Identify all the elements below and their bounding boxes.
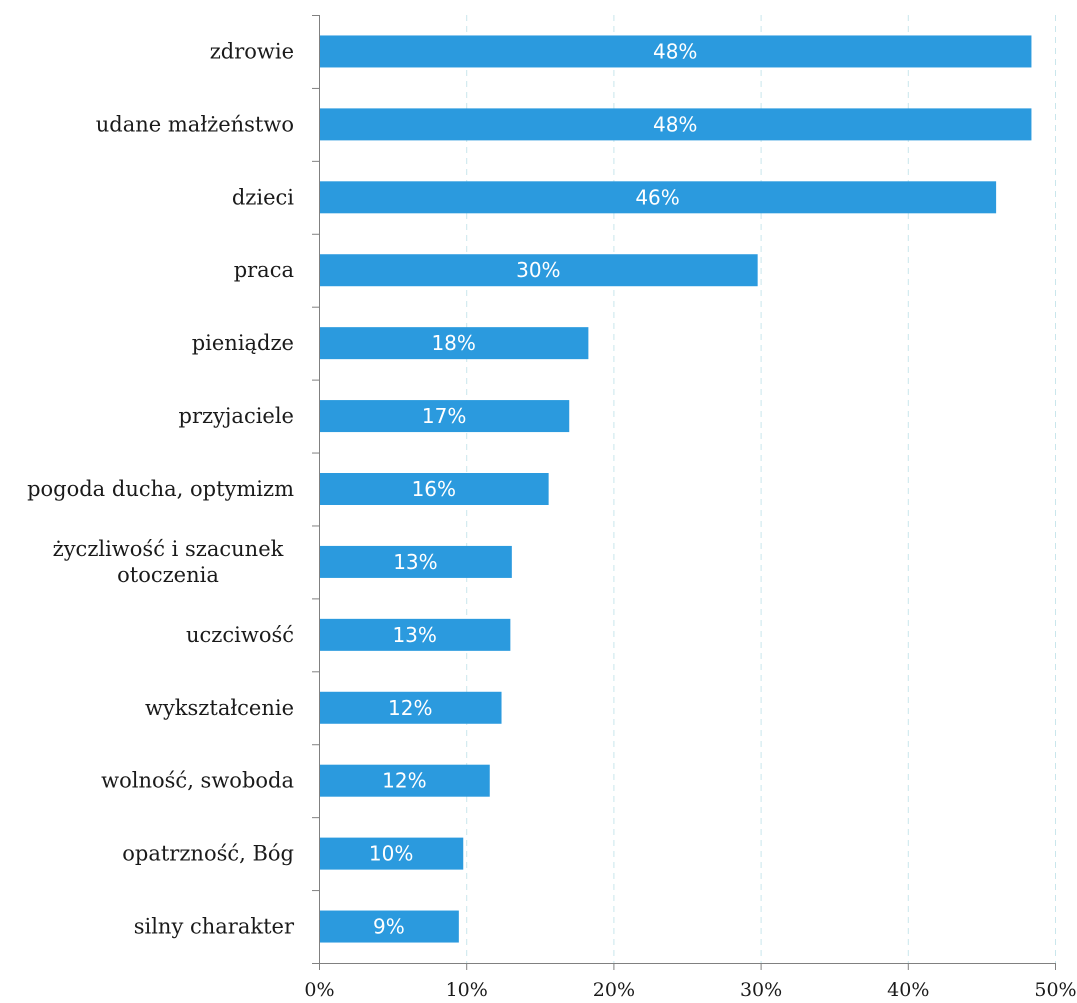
data-label: 16%	[412, 477, 456, 501]
data-label: 30%	[516, 258, 560, 282]
bar	[319, 910, 459, 943]
x-tick-label: 10%	[446, 979, 488, 1001]
category-labels: zdrowie udane małżeństwo dzieci praca pienią…	[27, 39, 295, 938]
data-label: 13%	[393, 550, 437, 574]
category-label: przyjaciele	[179, 404, 295, 428]
x-tick-label: 20%	[593, 979, 635, 1001]
data-label: 12%	[388, 696, 432, 720]
data-label: 10%	[369, 842, 413, 866]
x-tick-label: 0%	[304, 979, 334, 1001]
grid-lines	[466, 15, 1056, 963]
category-label: życzliwość i szacunek otoczenia	[53, 537, 284, 587]
bar	[319, 327, 589, 360]
category-label: wolność, swoboda	[101, 769, 294, 793]
bar	[319, 618, 511, 651]
category-label: pieniądze	[192, 331, 294, 355]
x-tick-label: 50%	[1034, 979, 1076, 1001]
category-label: zdrowie	[210, 39, 294, 63]
data-label: 18%	[431, 331, 475, 355]
y-axis	[312, 15, 320, 964]
bar	[319, 691, 502, 724]
data-label: 46%	[635, 185, 679, 209]
data-label: 17%	[422, 404, 466, 428]
bar	[319, 108, 1032, 141]
x-tick-label: 30%	[740, 979, 782, 1001]
bar	[319, 400, 570, 433]
data-label: 12%	[382, 769, 426, 793]
bar	[319, 35, 1032, 68]
bar	[319, 254, 758, 287]
category-label: silny charakter	[134, 915, 295, 939]
category-label: wykształcenie	[145, 696, 294, 720]
bars	[319, 35, 1032, 943]
bar	[319, 837, 464, 870]
data-label: 9%	[373, 915, 405, 939]
data-labels: 48% 48% 46% 30% 18% 17% 16% 13% 13% 12% 12% 10% 9%	[369, 39, 698, 938]
bar	[319, 545, 512, 578]
category-label: udane małżeństwo	[96, 112, 294, 136]
category-label: pogoda ducha, optymizm	[27, 477, 294, 501]
x-tick-label: 40%	[887, 979, 929, 1001]
category-label: uczciwość	[186, 623, 294, 647]
category-label: dzieci	[232, 185, 294, 209]
category-label: praca	[234, 258, 294, 282]
category-label: opatrzność, Bóg	[122, 842, 294, 866]
data-label: 48%	[653, 39, 697, 63]
data-label: 48%	[653, 112, 697, 136]
bar	[319, 764, 490, 797]
x-axis: 0% 10% 20% 30% 40% 50%	[304, 963, 1077, 1001]
bar	[319, 473, 549, 505]
bar	[319, 181, 997, 214]
data-label: 13%	[392, 623, 436, 647]
